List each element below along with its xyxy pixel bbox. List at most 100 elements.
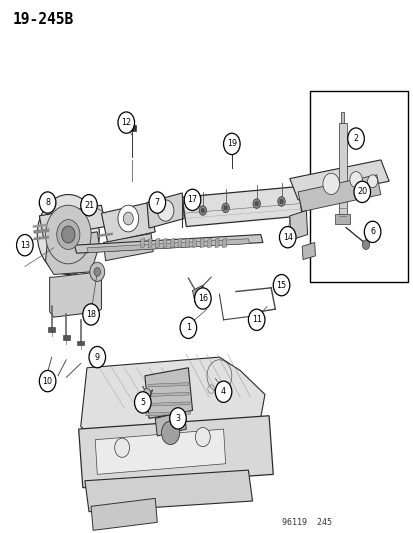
Polygon shape (200, 238, 204, 248)
Circle shape (277, 197, 285, 206)
Circle shape (94, 268, 100, 276)
Circle shape (90, 262, 104, 281)
Text: 4: 4 (221, 387, 225, 396)
Text: 2: 2 (353, 134, 358, 143)
Polygon shape (340, 112, 344, 123)
Polygon shape (182, 187, 301, 227)
Circle shape (367, 175, 377, 188)
Text: 5: 5 (140, 398, 145, 407)
Circle shape (201, 208, 204, 213)
Circle shape (39, 192, 56, 213)
Circle shape (361, 240, 369, 249)
Text: 21: 21 (84, 201, 94, 209)
Circle shape (248, 309, 264, 330)
Text: 16: 16 (197, 294, 207, 303)
Polygon shape (192, 238, 196, 248)
Circle shape (279, 199, 282, 204)
Text: 11: 11 (251, 316, 261, 324)
Polygon shape (81, 357, 264, 482)
Polygon shape (148, 238, 152, 248)
Circle shape (157, 200, 173, 221)
Polygon shape (77, 341, 84, 345)
Circle shape (143, 389, 150, 398)
Text: 15: 15 (276, 281, 286, 289)
Circle shape (322, 173, 339, 195)
Polygon shape (45, 232, 99, 274)
Circle shape (363, 221, 380, 243)
Circle shape (149, 192, 165, 213)
Polygon shape (147, 193, 184, 228)
Polygon shape (222, 238, 226, 248)
Text: 9: 9 (95, 353, 100, 361)
Text: 18: 18 (86, 310, 96, 319)
Circle shape (134, 392, 151, 413)
Circle shape (114, 438, 129, 457)
Polygon shape (178, 238, 181, 248)
Text: 17: 17 (187, 196, 197, 204)
Polygon shape (39, 205, 105, 237)
Polygon shape (85, 470, 252, 512)
Circle shape (62, 226, 75, 243)
Polygon shape (129, 125, 135, 131)
Polygon shape (101, 203, 155, 243)
Circle shape (89, 346, 105, 368)
Polygon shape (74, 235, 262, 253)
Polygon shape (78, 416, 273, 488)
Text: 13: 13 (20, 241, 30, 249)
Circle shape (83, 304, 99, 325)
Text: 7: 7 (154, 198, 159, 207)
Circle shape (353, 181, 370, 203)
Polygon shape (289, 211, 307, 240)
Text: 20: 20 (356, 188, 366, 196)
Polygon shape (229, 134, 234, 140)
Circle shape (273, 274, 289, 296)
Circle shape (279, 227, 295, 248)
Polygon shape (48, 327, 55, 332)
Circle shape (252, 199, 260, 208)
Circle shape (221, 203, 229, 213)
Polygon shape (163, 238, 166, 248)
Circle shape (39, 370, 56, 392)
Polygon shape (155, 411, 186, 436)
Polygon shape (95, 429, 225, 474)
Circle shape (223, 133, 240, 155)
Polygon shape (50, 272, 101, 317)
Text: 3: 3 (175, 414, 180, 423)
Text: 6: 6 (369, 228, 374, 236)
Polygon shape (145, 368, 192, 418)
Polygon shape (147, 392, 189, 397)
Circle shape (45, 205, 91, 264)
Text: 19: 19 (226, 140, 236, 148)
Circle shape (123, 212, 133, 225)
Circle shape (349, 172, 361, 188)
Circle shape (81, 195, 97, 216)
Polygon shape (297, 175, 380, 212)
Polygon shape (185, 238, 189, 248)
Polygon shape (338, 123, 346, 219)
Circle shape (118, 205, 138, 232)
Text: 12: 12 (121, 118, 131, 127)
Text: 14: 14 (282, 233, 292, 241)
Circle shape (215, 381, 231, 402)
Polygon shape (103, 233, 153, 261)
Polygon shape (207, 238, 211, 248)
Circle shape (195, 427, 210, 447)
Polygon shape (301, 243, 315, 260)
Circle shape (194, 288, 211, 309)
Circle shape (254, 201, 258, 206)
Polygon shape (148, 383, 188, 387)
Circle shape (180, 317, 196, 338)
Circle shape (17, 235, 33, 256)
Circle shape (57, 220, 80, 249)
Polygon shape (192, 285, 205, 303)
Text: 1: 1 (185, 324, 190, 332)
Circle shape (184, 189, 200, 211)
Text: 8: 8 (45, 198, 50, 207)
Circle shape (161, 421, 179, 445)
Polygon shape (170, 238, 174, 248)
Circle shape (223, 206, 227, 210)
Bar (310, 91, 407, 282)
Polygon shape (289, 160, 388, 200)
Polygon shape (145, 411, 190, 416)
Text: 96119  245: 96119 245 (281, 518, 331, 527)
